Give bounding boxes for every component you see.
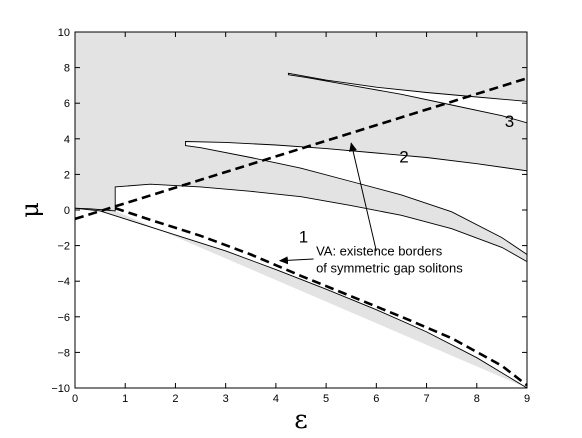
y-tick-label: 2	[64, 169, 70, 181]
x-tick-label: 5	[323, 393, 329, 405]
annotation-arrow	[349, 142, 377, 252]
y-tick-label: 6	[64, 98, 70, 110]
dashed-line-3	[74, 77, 528, 221]
region-label: 3	[505, 112, 514, 131]
x-tick-label: 8	[474, 393, 480, 405]
axis-ticks: 0 1 2 3 4 5 6 7 8 9 −10 −8 −6 −4 −2 0 2 4 6 8 10	[51, 27, 530, 405]
x-tick-label: 2	[172, 393, 178, 405]
y-tick-label: −8	[57, 347, 70, 359]
region-label: 2	[399, 148, 408, 167]
y-tick-label: 4	[64, 134, 70, 146]
shaded-regions	[75, 32, 527, 388]
region-boundaries	[74, 32, 528, 389]
region-labels: 1 2 3	[299, 112, 514, 247]
y-tick-label: 8	[64, 63, 70, 75]
annotation: VA: existence borders of symmetric gap so…	[278, 142, 463, 275]
y-axis-label: μ	[16, 202, 44, 218]
dashed-line-4	[114, 206, 528, 387]
y-tick-label: −10	[51, 383, 70, 395]
y-tick-label: −6	[57, 312, 70, 324]
x-tick-label: 1	[122, 393, 128, 405]
annotation-text: VA: existence borders	[316, 243, 443, 258]
x-tick-label: 7	[423, 393, 429, 405]
va-dashed-lines	[74, 77, 528, 387]
x-tick-label: 3	[223, 393, 229, 405]
y-tick-label: −2	[57, 241, 70, 253]
x-tick-label: 9	[524, 393, 530, 405]
y-tick-label: 0	[64, 205, 70, 217]
annotation-text: of symmetric gap solitons	[316, 260, 463, 275]
x-tick-label: 4	[273, 393, 279, 405]
y-tick-label: 10	[58, 27, 70, 39]
x-tick-label: 6	[373, 393, 379, 405]
region-boundary-1	[74, 32, 528, 263]
region-label: 1	[299, 228, 308, 247]
y-tick-label: −4	[57, 276, 70, 288]
region-boundary-2	[74, 207, 528, 389]
annotation-arrow	[278, 256, 314, 265]
x-tick-label: 0	[72, 393, 78, 405]
x-axis-label: ε	[294, 405, 307, 435]
